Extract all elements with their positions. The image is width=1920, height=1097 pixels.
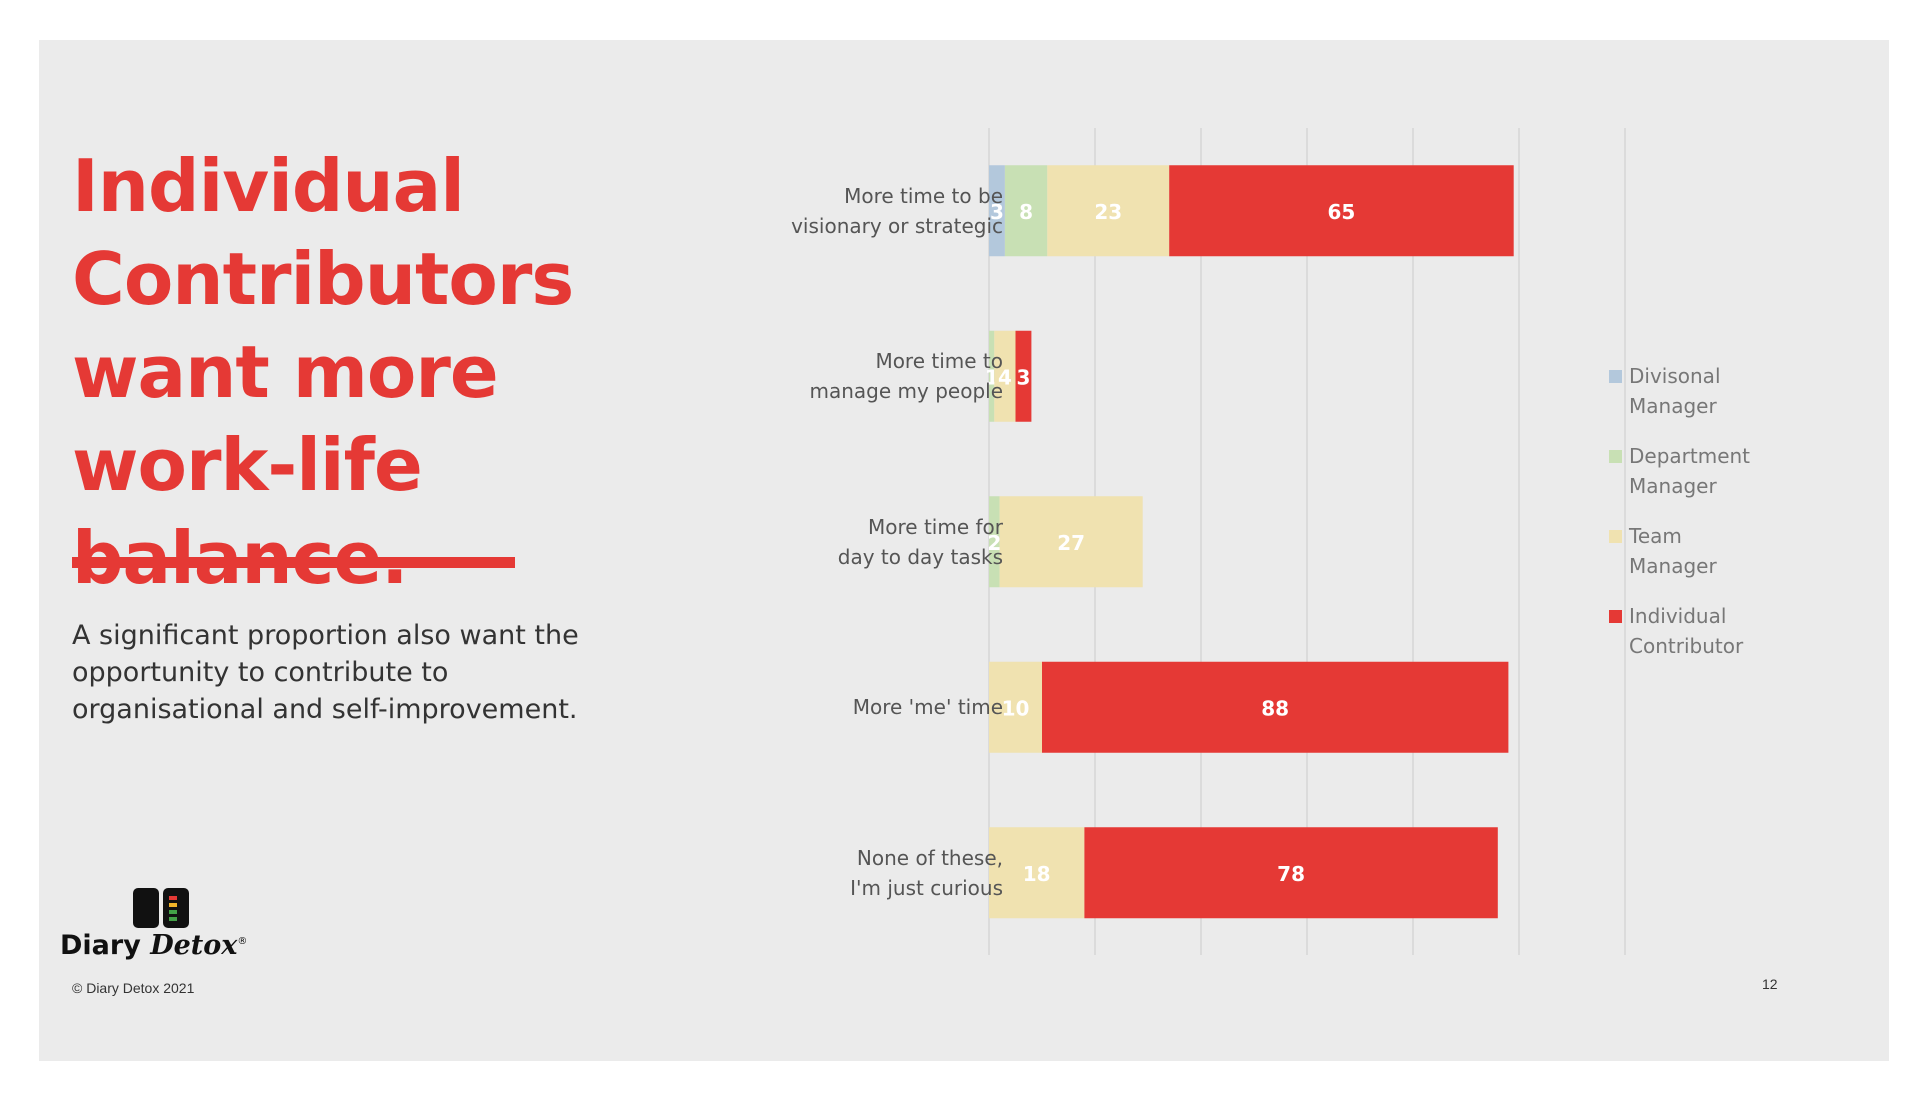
data-label: 10 <box>1002 696 1030 720</box>
page-number: 12 <box>1762 976 1778 992</box>
data-label: 65 <box>1328 200 1356 224</box>
accent-rule <box>72 557 515 568</box>
data-label: 2 <box>987 531 1001 555</box>
legend-label: Contributor <box>1629 634 1744 658</box>
data-label: 88 <box>1261 696 1289 720</box>
category-label: None of these, I'm just curious <box>850 845 1003 900</box>
data-label: 23 <box>1094 200 1122 224</box>
bar-segment <box>994 330 1016 422</box>
logo-word-detox: Detox <box>150 930 238 961</box>
legend-item: Team Manager <box>1609 521 1809 581</box>
legend-item: Divisonal Manager <box>1609 361 1809 421</box>
category-label: More time to manage my people <box>809 349 1004 404</box>
bar-segment <box>1047 165 1170 257</box>
subtext: A significant proportion also want the o… <box>72 620 579 725</box>
data-label: 18 <box>1023 862 1051 886</box>
slide-background <box>39 40 1889 1061</box>
data-label: 27 <box>1057 531 1085 555</box>
legend-item: Individual Contributor <box>1609 601 1809 661</box>
data-label: 8 <box>1019 200 1033 224</box>
legend-swatch <box>1609 530 1622 543</box>
bar-segment <box>989 330 995 422</box>
bar-segment <box>989 827 1085 919</box>
legend-label: Manager <box>1629 554 1717 578</box>
data-label: 3 <box>1016 365 1030 389</box>
legend-label: Manager <box>1629 474 1717 498</box>
copyright: © Diary Detox 2021 <box>72 980 195 996</box>
legend-swatch <box>1609 610 1622 623</box>
bar-segment <box>989 496 1000 588</box>
legend-item: Department Manager <box>1609 441 1809 501</box>
legend-label: Department <box>1629 444 1751 468</box>
chart-legend: Divisonal Manager Department Manager Team Man… <box>1609 361 1809 681</box>
legend-label: Individual <box>1629 604 1727 628</box>
bar-segment <box>1084 827 1498 919</box>
diary-detox-logo: Diary Detox® <box>60 888 260 968</box>
legend-label: Team <box>1629 524 1682 548</box>
category-label: More 'me' time <box>852 695 1003 720</box>
bar-segment <box>989 661 1042 753</box>
data-label: 78 <box>1277 862 1305 886</box>
bar-segment <box>1042 661 1509 753</box>
legend-swatch <box>1609 370 1622 383</box>
legend-label: Manager <box>1629 394 1717 418</box>
bar-segment <box>999 496 1143 588</box>
logo-word-diary: Diary <box>60 930 141 961</box>
bar-segment <box>1015 330 1032 422</box>
diary-book-icon <box>133 888 189 928</box>
registered-mark: ® <box>237 936 248 947</box>
category-label: More time for day to day tasks <box>837 514 1003 569</box>
legend-label: Divisonal <box>1629 364 1721 388</box>
category-label: More time to be visionary or strategic <box>791 183 1003 238</box>
bar-segment <box>989 165 1005 257</box>
data-label: 3 <box>990 200 1004 224</box>
bar-segment <box>1004 165 1048 257</box>
logo-wordmark: Diary Detox® <box>60 930 260 961</box>
bar-segment <box>1169 165 1514 257</box>
legend-swatch <box>1609 450 1622 463</box>
data-label: 4 <box>998 365 1012 389</box>
